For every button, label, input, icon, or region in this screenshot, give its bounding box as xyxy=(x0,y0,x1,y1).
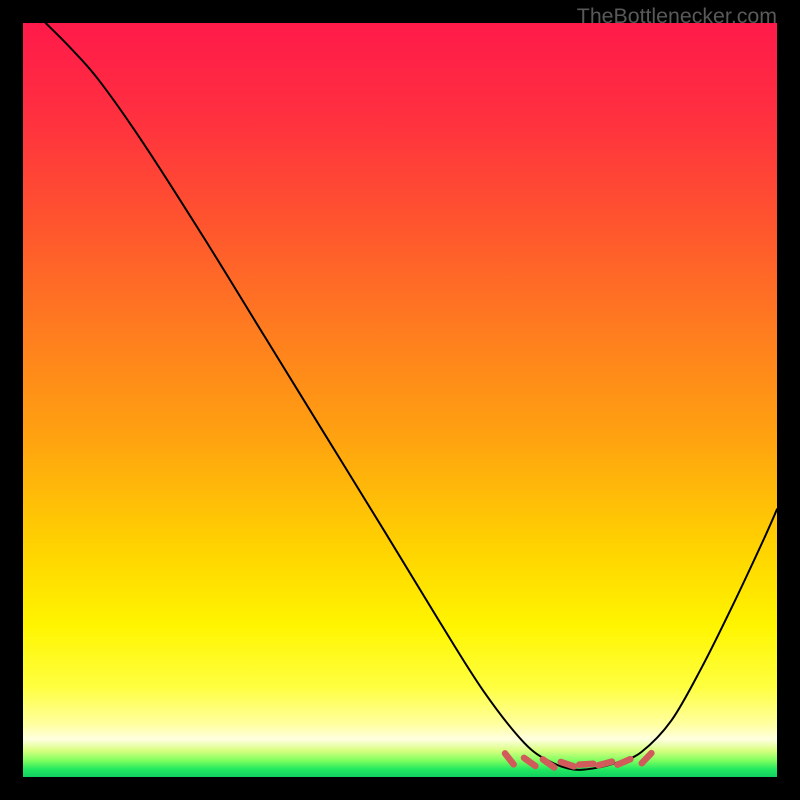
bottleneck-chart xyxy=(0,0,800,800)
curve-marker xyxy=(579,764,593,765)
watermark-text: TheBottlenecker.com xyxy=(577,4,777,29)
curve-marker xyxy=(561,762,574,766)
curve-marker xyxy=(598,762,612,766)
plot-background xyxy=(23,23,777,777)
chart-frame: TheBottlenecker.com xyxy=(0,0,800,800)
